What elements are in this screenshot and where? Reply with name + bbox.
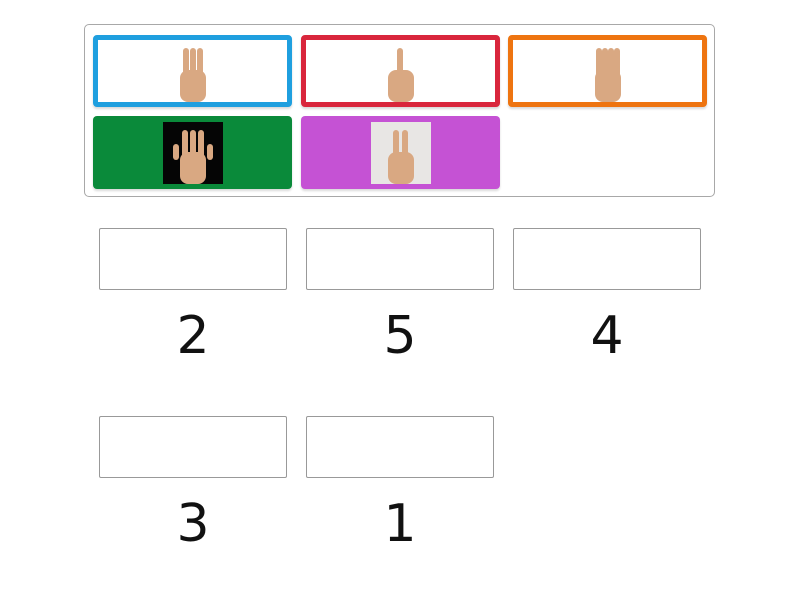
hand-five-fingers-image xyxy=(162,121,223,184)
target-label: 3 xyxy=(176,494,210,554)
hand-three-fingers-image xyxy=(162,40,223,102)
drop-zone-4[interactable] xyxy=(513,228,701,290)
target-label: 2 xyxy=(176,306,210,366)
target-label: 5 xyxy=(383,306,417,366)
tile-five-fingers[interactable] xyxy=(93,116,292,189)
tile-four-fingers[interactable] xyxy=(508,35,707,107)
drop-zone-3[interactable] xyxy=(99,416,287,478)
tile-one-finger[interactable] xyxy=(301,35,500,107)
answer-tray xyxy=(84,24,715,197)
target-label: 1 xyxy=(383,494,417,554)
target-label: 4 xyxy=(590,306,624,366)
hand-four-fingers-image xyxy=(577,40,638,102)
drop-zone-1[interactable] xyxy=(306,416,494,478)
drop-zone-2[interactable] xyxy=(99,228,287,290)
tile-two-fingers[interactable] xyxy=(301,116,500,189)
hand-two-fingers-image xyxy=(370,121,431,184)
hand-one-finger-image xyxy=(370,40,431,102)
drop-zone-5[interactable] xyxy=(306,228,494,290)
tile-three-fingers[interactable] xyxy=(93,35,292,107)
